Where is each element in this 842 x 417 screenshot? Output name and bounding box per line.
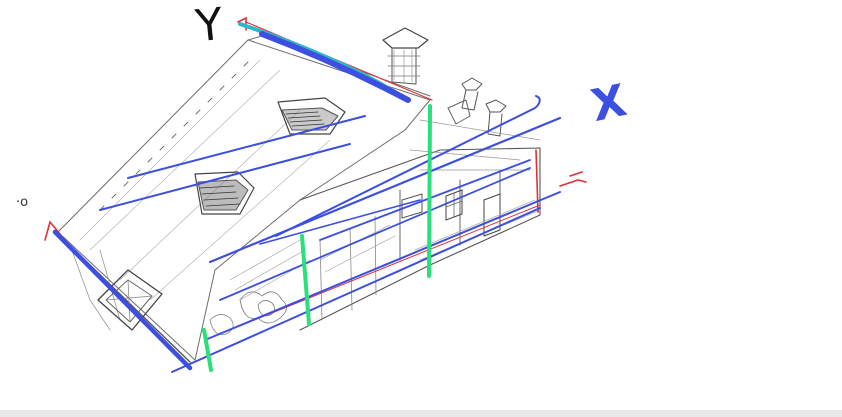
blue-line-9 <box>259 199 421 245</box>
green-vertical-1 <box>427 104 432 278</box>
blue-line-6 <box>219 167 531 301</box>
red-corner-left <box>44 220 61 241</box>
blue-line-5 <box>319 159 531 241</box>
roof-skylight <box>97 269 163 331</box>
green-vertical-2 <box>300 234 311 326</box>
house-wall <box>209 119 541 336</box>
blue-line-front-edge <box>52 229 193 371</box>
green-vertical-3 <box>202 328 213 372</box>
chimney <box>382 27 429 85</box>
roof-vents <box>447 77 507 137</box>
dormer-window-2 <box>194 171 255 215</box>
blue-line-3 <box>275 95 541 237</box>
house-window-1 <box>445 189 463 221</box>
blue-line-1 <box>127 115 366 179</box>
blue-line-4 <box>208 116 562 264</box>
red-right-mark <box>559 171 587 187</box>
bottom-bar <box>0 410 842 417</box>
house-sketch <box>57 27 541 363</box>
roof-outline <box>57 39 431 361</box>
green-vertical-lines <box>202 104 432 372</box>
blue-line-8 <box>171 207 541 373</box>
blue-line-2 <box>99 143 351 211</box>
roof-shingle-ticks <box>99 61 249 211</box>
blue-line-ridge <box>259 31 411 103</box>
blue-line-7 <box>204 191 561 341</box>
blue-perspective-lines <box>52 31 562 373</box>
dormer-window-1 <box>277 97 346 135</box>
